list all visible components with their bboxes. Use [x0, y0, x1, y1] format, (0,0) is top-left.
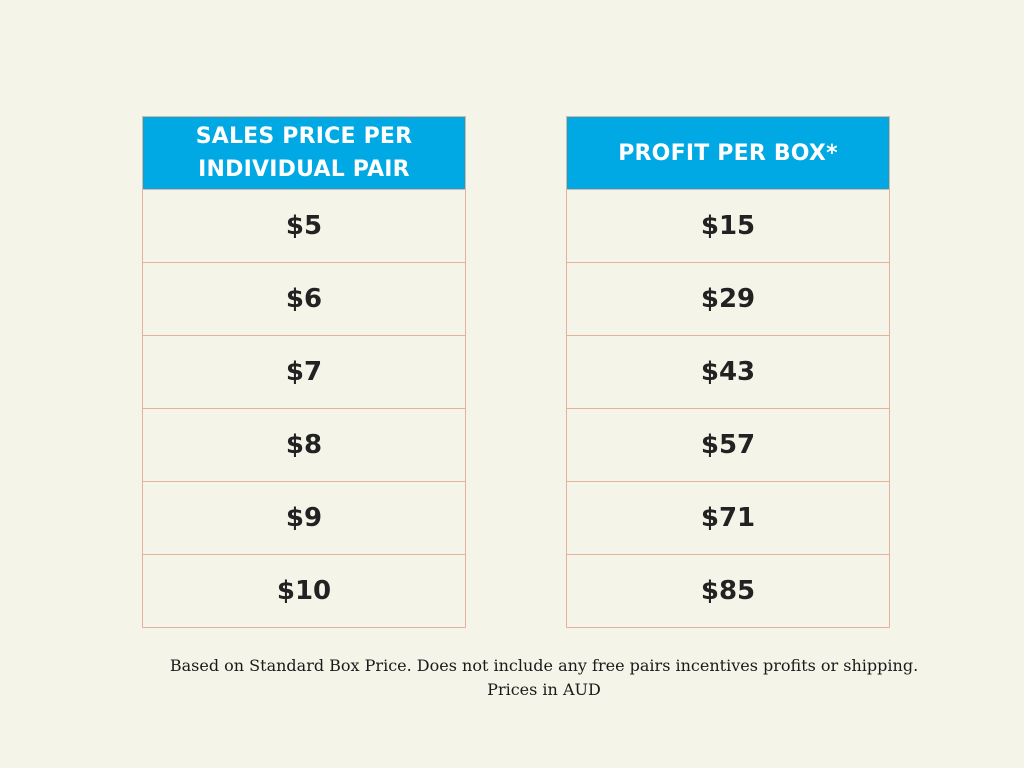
footnote: Based on Standard Box Price. Does not in…	[112, 654, 976, 702]
profit-cell: $43	[567, 335, 889, 408]
profit-cell: $15	[567, 189, 889, 262]
footnote-line-1: Based on Standard Box Price. Does not in…	[169, 656, 919, 675]
profit-cell: $85	[567, 554, 889, 627]
sales-price-cell: $8	[143, 408, 465, 481]
sales-price-header: SALES PRICE PER INDIVIDUAL PAIR	[143, 117, 465, 189]
sales-price-cell: $6	[143, 262, 465, 335]
sales-price-cell: $5	[143, 189, 465, 262]
profit-cell: $57	[567, 408, 889, 481]
profit-cell: $29	[567, 262, 889, 335]
sales-price-cell: $7	[143, 335, 465, 408]
sales-price-cell: $9	[143, 481, 465, 554]
profit-per-box-header: PROFIT PER BOX*	[567, 117, 889, 189]
sales-price-header-line-2: INDIVIDUAL PAIR	[198, 157, 410, 182]
footnote-line-2: Prices in AUD	[487, 680, 601, 699]
sales-price-table: SALES PRICE PER INDIVIDUAL PAIR $5 $6 $7…	[142, 116, 466, 628]
profit-per-box-table: PROFIT PER BOX* $15 $29 $43 $57 $71 $85	[566, 116, 890, 628]
profit-cell: $71	[567, 481, 889, 554]
sales-price-cell: $10	[143, 554, 465, 627]
sales-price-header-line-1: SALES PRICE PER	[195, 124, 413, 149]
profit-per-box-header-line-1: PROFIT PER BOX*	[618, 140, 838, 166]
